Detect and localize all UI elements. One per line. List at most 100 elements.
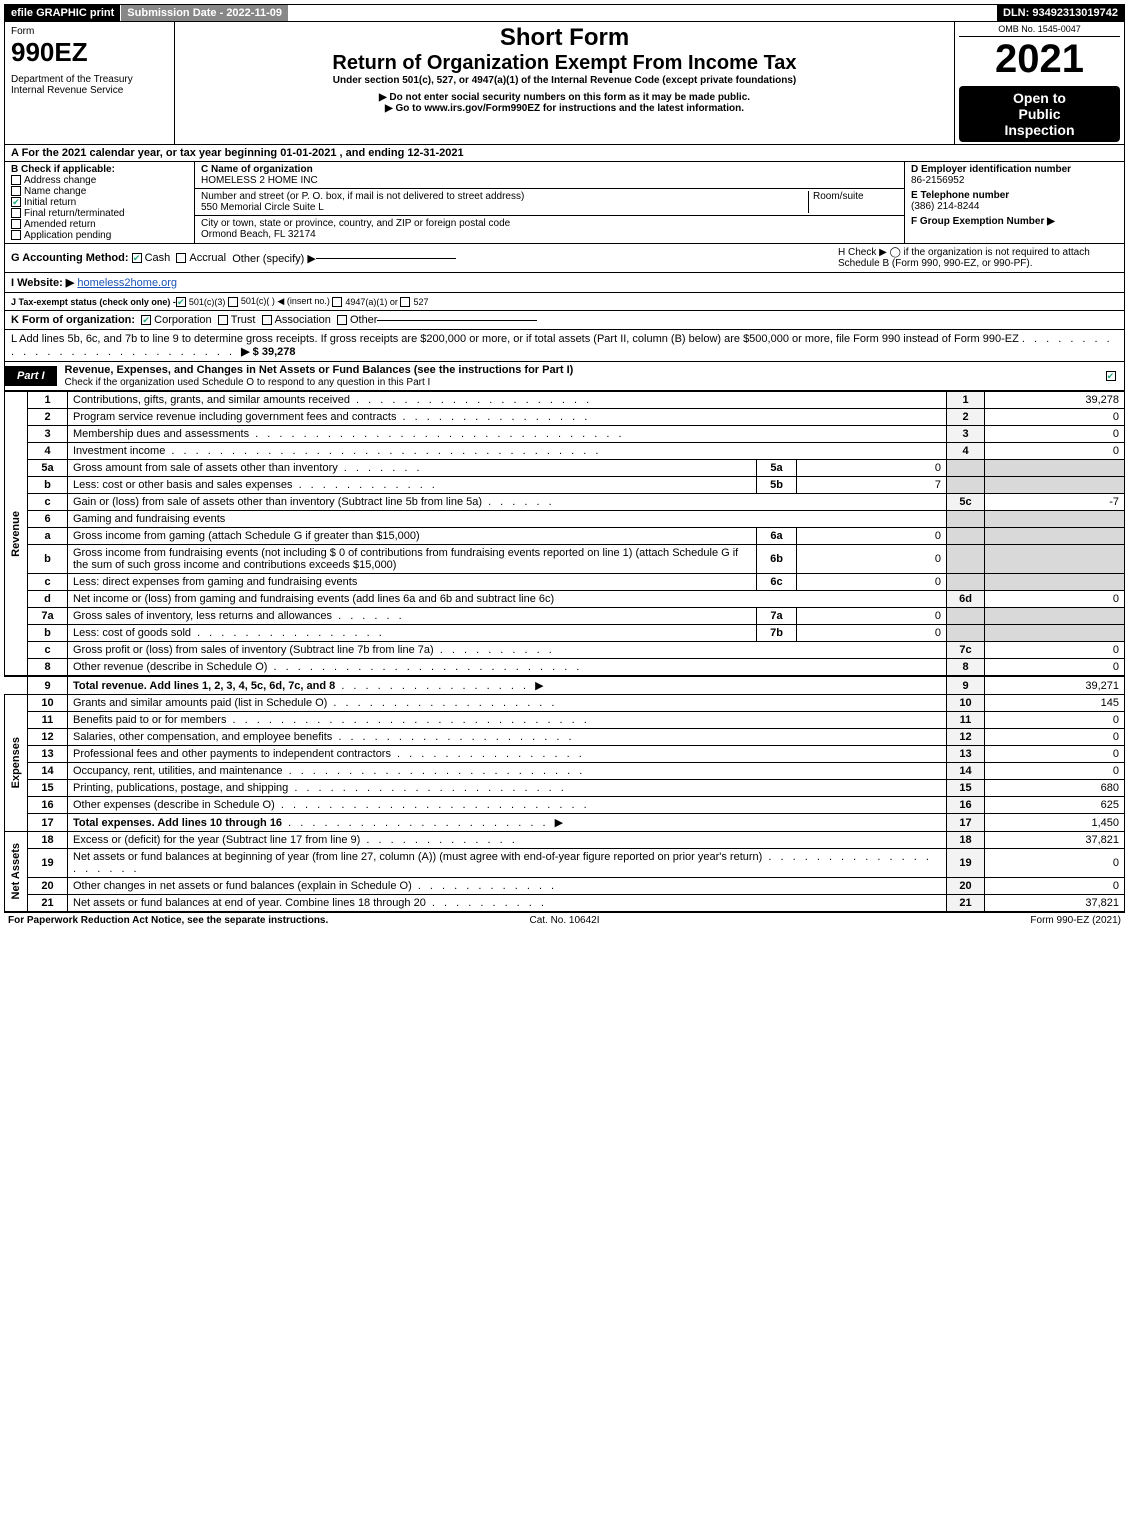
cb-amended-return[interactable] [11,219,21,229]
efile-print-button[interactable]: efile GRAPHIC print [5,5,121,21]
b-final: Final return/terminated [24,208,125,219]
cb-527[interactable] [400,297,410,307]
ln-text: Net assets or fund balances at end of ye… [68,895,947,912]
sub-val: 7 [797,477,947,494]
open-to: Open to [963,90,1116,106]
table-row: 19 Net assets or fund balances at beginn… [5,849,1125,878]
sub-ref: 7b [757,625,797,642]
part1-tab: Part I [5,366,57,386]
ln-ref: 5c [947,494,985,511]
shade-cell [947,625,985,642]
ln-num: b [28,625,68,642]
shade-cell [947,460,985,477]
ln-ref: 2 [947,409,985,426]
b-name: Name change [24,186,86,197]
note-goto: ▶ Go to www.irs.gov/Form990EZ for instru… [181,103,948,114]
ln-text: Net assets or fund balances at beginning… [68,849,947,878]
shade-cell [947,528,985,545]
ln-num: 12 [28,729,68,746]
ln-text: Program service revenue including govern… [68,409,947,426]
b-label: B Check if applicable: [11,164,188,175]
cb-application-pending[interactable] [11,230,21,240]
cb-part1-schedule-o[interactable] [1106,371,1116,381]
k-label: K Form of organization: [11,314,135,326]
cb-trust[interactable] [218,315,228,325]
ln-text: Other expenses (describe in Schedule O) … [68,797,947,814]
cb-initial-return[interactable] [11,197,21,207]
ln-ref: 10 [947,695,985,712]
ln-text: Grants and similar amounts paid (list in… [68,695,947,712]
l-amount: ▶ $ 39,278 [241,346,295,358]
ln-val: 0 [985,443,1125,460]
cb-cash[interactable] [132,253,142,263]
ln-ref: 11 [947,712,985,729]
ln-text: Other changes in net assets or fund bala… [68,878,947,895]
sub-ref: 7a [757,608,797,625]
cb-501c3[interactable] [176,297,186,307]
ln-ref: 8 [947,659,985,677]
ln-text: Less: direct expenses from gaming and fu… [68,574,757,591]
website-link[interactable]: homeless2home.org [77,277,177,289]
shade-cell [985,574,1125,591]
g-accrual: Accrual [189,252,226,264]
c-city-label: City or town, state or province, country… [201,218,510,229]
ln-val: 0 [985,849,1125,878]
cb-accrual[interactable] [176,253,186,263]
sub-ref: 5b [757,477,797,494]
shade-cell [985,608,1125,625]
cb-501c[interactable] [228,297,238,307]
ln-val: 625 [985,797,1125,814]
cb-corporation[interactable] [141,315,151,325]
irs-label: Internal Revenue Service [11,85,168,96]
section-a-tax-year: A For the 2021 calendar year, or tax yea… [4,145,1125,162]
short-form-title: Short Form [181,24,948,52]
other-specify-input[interactable] [316,258,456,259]
ln-ref: 4 [947,443,985,460]
ln-ref: 17 [947,814,985,832]
cb-other-org[interactable] [337,315,347,325]
cb-name-change[interactable] [11,186,21,196]
section-gh: G Accounting Method: Cash Accrual Other … [4,244,1125,273]
ln-num: 8 [28,659,68,677]
section-j: J Tax-exempt status (check only one) - 5… [4,293,1125,311]
b-amend: Amended return [24,219,96,230]
cb-association[interactable] [262,315,272,325]
ln-num: 14 [28,763,68,780]
table-row: 7a Gross sales of inventory, less return… [5,608,1125,625]
l-text: L Add lines 5b, 6c, and 7b to line 9 to … [11,333,1019,345]
ln-ref: 20 [947,878,985,895]
form-number: 990EZ [11,37,168,68]
table-row: b Less: cost of goods sold . . . . . . .… [5,625,1125,642]
part1-check-line: Check if the organization used Schedule … [65,377,431,388]
ln-text: Salaries, other compensation, and employ… [68,729,947,746]
ln-val: 0 [985,878,1125,895]
ln-text: Total revenue. Add lines 1, 2, 3, 4, 5c,… [68,676,947,695]
ln-num: 17 [28,814,68,832]
shade-cell [947,608,985,625]
section-k: K Form of organization: Corporation Trus… [4,311,1125,330]
cb-address-change[interactable] [11,175,21,185]
table-row: 11 Benefits paid to or for members . . .… [5,712,1125,729]
table-row: 13 Professional fees and other payments … [5,746,1125,763]
table-row: 9 Total revenue. Add lines 1, 2, 3, 4, 5… [5,676,1125,695]
ln-num: 20 [28,878,68,895]
b-init: Initial return [24,197,76,208]
ln-text: Gross profit or (loss) from sales of inv… [68,642,947,659]
other-org-input[interactable] [377,320,537,321]
ln-text: Membership dues and assessments . . . . … [68,426,947,443]
cb-4947[interactable] [332,297,342,307]
ln-num: 7a [28,608,68,625]
ln-num: 18 [28,832,68,849]
ln-text: Gain or (loss) from sale of assets other… [68,494,947,511]
ln-ref: 21 [947,895,985,912]
ln-num: 1 [28,392,68,409]
table-row: a Gross income from gaming (attach Sched… [5,528,1125,545]
footer-left: For Paperwork Reduction Act Notice, see … [8,915,379,926]
k-other: Other [350,314,378,326]
ln-ref: 3 [947,426,985,443]
form-header: Form 990EZ Department of the Treasury In… [4,22,1125,145]
footer-mid: Cat. No. 10642I [379,915,750,926]
ln-text: Other revenue (describe in Schedule O) .… [68,659,947,677]
cb-final-return[interactable] [11,208,21,218]
shade-cell [985,460,1125,477]
